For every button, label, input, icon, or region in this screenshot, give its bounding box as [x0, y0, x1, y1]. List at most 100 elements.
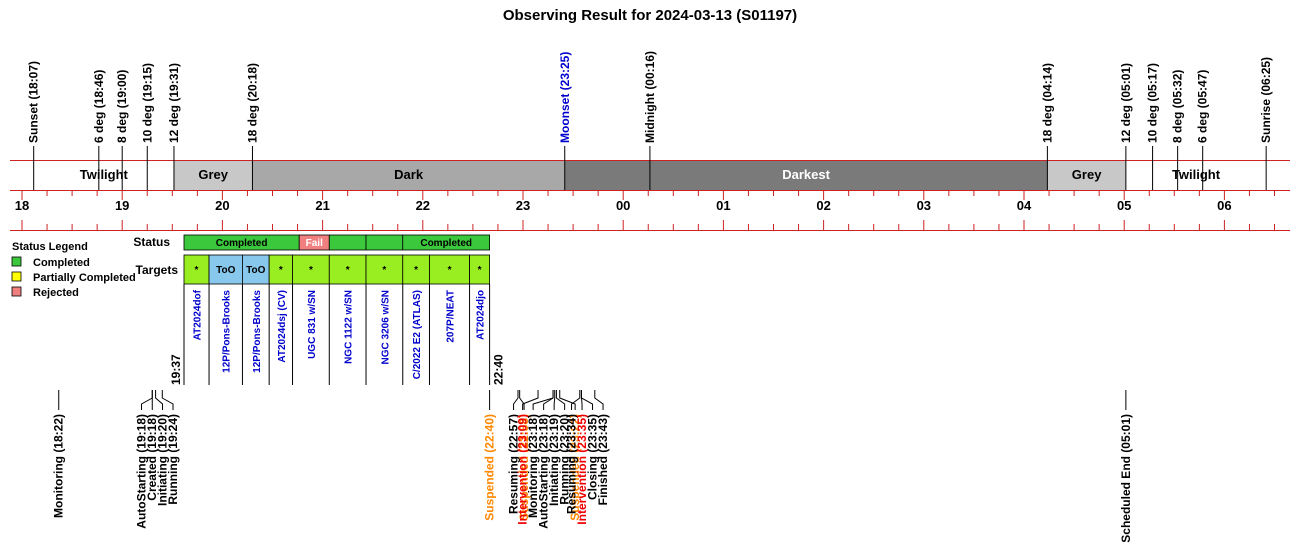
target-cell — [328, 254, 367, 285]
status-row-label: Status — [133, 235, 170, 249]
legend-swatch — [11, 271, 22, 282]
log-event-label: Suspended (23:22) — [568, 414, 582, 521]
log-event-line — [543, 390, 554, 410]
log-event-label: Scheduled End (05:01) — [1119, 414, 1133, 543]
band-label: Grey — [1072, 167, 1102, 182]
sky-event-label: Moonset (23:25) — [558, 52, 572, 143]
target-mark: * — [195, 265, 199, 276]
band-rect — [564, 160, 1048, 190]
hour-tick-label: 00 — [616, 198, 630, 213]
log-event-line — [522, 390, 539, 410]
target-mark: ToO — [216, 265, 235, 276]
hour-tick-label: 19 — [115, 198, 129, 213]
target-mark: * — [478, 265, 482, 276]
status-block-label: Completed — [216, 238, 268, 249]
log-event-line — [141, 390, 153, 410]
log-event-label: Running (23:20) — [558, 414, 572, 505]
band-rect — [252, 160, 565, 190]
log-event-label: Closing (23:35) — [586, 414, 600, 500]
band-label: Grey — [198, 167, 228, 182]
log-event-line — [161, 390, 174, 410]
legend-swatch — [11, 286, 22, 297]
status-block — [365, 234, 404, 251]
log-event-line — [519, 390, 525, 410]
sky-event-label: Sunset (18:07) — [27, 61, 41, 143]
log-event-label: Resuming (23:34) — [565, 414, 579, 514]
sky-event-label: 12 deg (05:01) — [1119, 63, 1133, 143]
hour-tick-label: 04 — [1017, 198, 1032, 213]
log-event-label: Initiating (19:20) — [156, 414, 170, 506]
hour-tick-label: 18 — [15, 198, 29, 213]
hour-tick-label: 22 — [416, 198, 430, 213]
sky-event-label: Midnight (00:16) — [643, 51, 657, 143]
log-event-line — [580, 390, 594, 410]
sky-event-label: 10 deg (05:17) — [1146, 63, 1160, 143]
target-name: C/2022 E2 (ATLAS) — [412, 290, 423, 379]
log-event-label: Initiating (23:19) — [547, 414, 561, 506]
log-event-label: Running (19:24) — [166, 414, 180, 505]
run-start-time: 19:37 — [169, 354, 183, 385]
target-cell — [242, 254, 270, 285]
target-name: 12P/Pons-Brooks — [222, 290, 233, 373]
target-name: 12P/Pons-Brooks — [252, 290, 263, 373]
legend-swatch — [11, 256, 22, 267]
target-name: NGC 3206 w/SN — [380, 290, 391, 364]
status-block — [402, 234, 491, 251]
band-label: Twilight — [1172, 167, 1221, 182]
status-row: Status Completed Fail Completed — [133, 234, 491, 251]
sky-event-label: 18 deg (04:14) — [1040, 63, 1054, 143]
log-event-line — [553, 390, 556, 410]
target-cell — [183, 254, 210, 285]
sky-event-label: 12 deg (19:31) — [167, 63, 181, 143]
target-mark: * — [382, 265, 386, 276]
log-event-label: Intervention (23:35) — [575, 414, 589, 525]
log-event-label: Monitoring (23:18) — [526, 414, 540, 518]
run-end-time: 22:40 — [492, 354, 506, 385]
band-label: Twilight — [80, 167, 129, 182]
sky-event-label: Sunrise (06:25) — [1259, 57, 1273, 143]
target-cell — [469, 254, 490, 285]
target-cell — [365, 254, 404, 285]
band-label: Darkest — [782, 167, 830, 182]
log-event-label: Suspended (22:58) — [517, 414, 531, 521]
band-rect — [173, 160, 253, 190]
sky-event-label: 10 deg (19:15) — [140, 63, 154, 143]
log-event-label: Intervention (23:09) — [516, 414, 530, 525]
log-event-line — [559, 390, 576, 410]
band-label: Dark — [394, 167, 424, 182]
target-cell — [429, 254, 470, 285]
targets-row: Targets * AT2024dof ToO 12P/Pons-Brooks ToO 12… — [136, 254, 506, 385]
log-events: Monitoring (18:22) AutoStarting (19:18)Cr… — [52, 390, 1133, 543]
target-mark: * — [414, 265, 418, 276]
sky-event-label: 6 deg (18:46) — [92, 70, 106, 143]
log-event-label: Suspended (22:40) — [483, 414, 497, 521]
log-event-line — [155, 390, 164, 410]
target-cell — [292, 254, 330, 285]
target-mark: ToO — [246, 265, 265, 276]
target-name: UGC 831 w/SN — [307, 290, 318, 359]
target-mark: * — [448, 265, 452, 276]
legend-item-label: Completed — [33, 257, 90, 269]
hour-tick-label: 21 — [315, 198, 329, 213]
hour-tick-label: 01 — [716, 198, 730, 213]
sky-event-label: 8 deg (19:00) — [115, 70, 129, 143]
legend-item-label: Partially Completed — [33, 272, 136, 284]
log-event-line — [594, 390, 604, 410]
chart-title: Observing Result for 2024-03-13 (S01197) — [503, 7, 797, 24]
log-event-label: Resuming (22:57) — [507, 414, 521, 514]
legend-title: Status Legend — [12, 241, 88, 253]
target-cell — [208, 254, 243, 285]
target-mark: * — [346, 265, 350, 276]
target-mark: * — [309, 265, 313, 276]
status-block-label: Fail — [306, 238, 323, 249]
sky-event-label: 8 deg (05:32) — [1171, 70, 1185, 143]
target-name: AT2024dof — [193, 289, 204, 340]
log-event-label: AutoStarting (19:18) — [135, 414, 149, 529]
status-block — [328, 234, 367, 251]
hour-tick-label: 05 — [1117, 198, 1131, 213]
hour-tick-label: 20 — [215, 198, 229, 213]
log-event-label: Monitoring (18:22) — [52, 414, 66, 518]
target-mark: * — [279, 265, 283, 276]
hour-tick-label: 03 — [917, 198, 931, 213]
